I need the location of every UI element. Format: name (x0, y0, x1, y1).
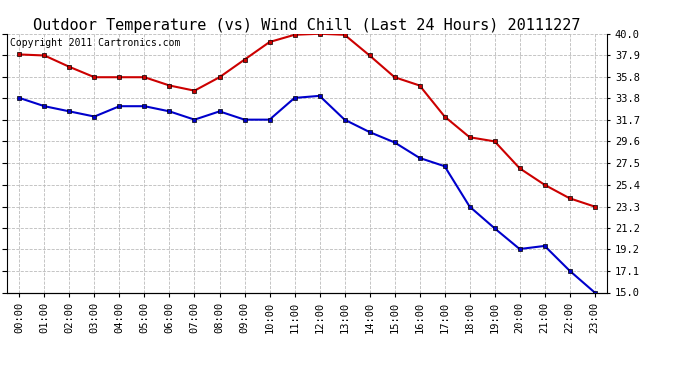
Text: Copyright 2011 Cartronics.com: Copyright 2011 Cartronics.com (10, 38, 180, 48)
Title: Outdoor Temperature (vs) Wind Chill (Last 24 Hours) 20111227: Outdoor Temperature (vs) Wind Chill (Las… (33, 18, 581, 33)
